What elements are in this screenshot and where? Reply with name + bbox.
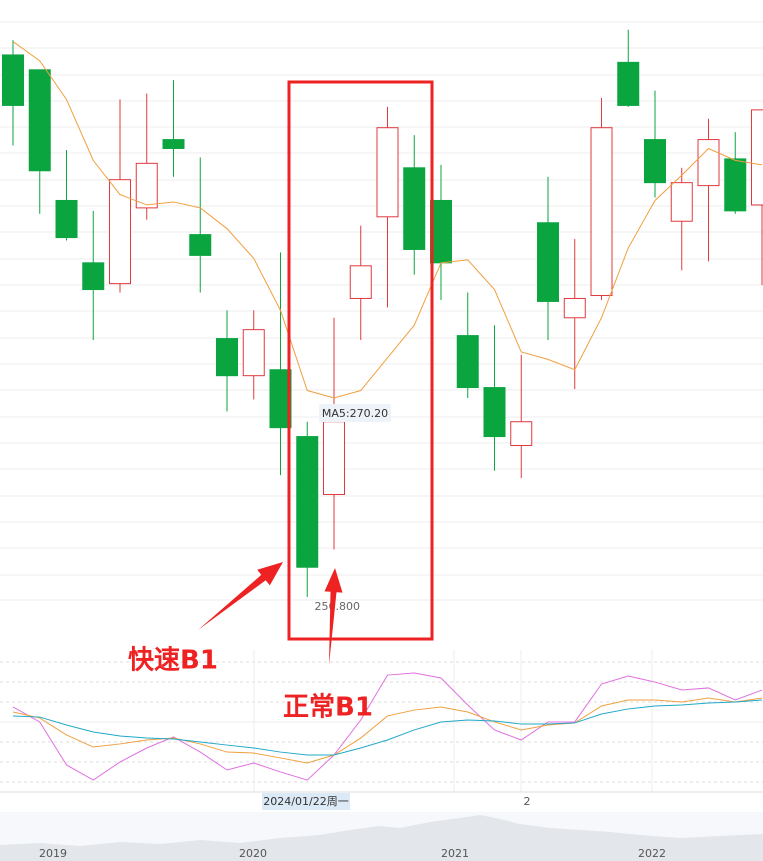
candle-body [162, 139, 185, 149]
x-axis-label: 2024/01/22周一 [263, 795, 348, 808]
navigator-label: 2021 [441, 847, 469, 860]
candle-body [617, 61, 640, 106]
candle-body [135, 162, 158, 209]
navigator-label: 2022 [638, 847, 666, 860]
candle-body [242, 329, 265, 377]
highlight-box [287, 80, 434, 641]
candle-body [55, 199, 78, 239]
candle-body [109, 179, 131, 285]
crosshair-label-bg [262, 793, 350, 810]
candle-body [189, 234, 212, 256]
candle-body [697, 139, 720, 187]
candle-body [563, 297, 586, 319]
arrow [198, 562, 283, 630]
candle-body [537, 222, 559, 302]
indicator-line [12, 699, 763, 756]
candle-body [510, 421, 533, 446]
candle-body [456, 335, 479, 389]
annotation-text: 快速B1 [128, 646, 218, 676]
navigator-area [0, 815, 763, 861]
x-axis-label: 2 [524, 795, 531, 808]
candle-body [590, 127, 613, 296]
candle-body [296, 436, 319, 568]
candle-body [2, 54, 24, 106]
candle-body [670, 182, 693, 222]
annotation-text: 正常B1 [283, 693, 373, 723]
candle-body [269, 369, 292, 429]
candle-body [216, 338, 238, 377]
navigator-label: 2019 [39, 847, 67, 860]
plot-area: 256.800 MA5:270.20 [2, 29, 763, 781]
candle-body [376, 127, 399, 218]
ma-line [12, 41, 763, 399]
tooltip: MA5:270.20 [322, 407, 388, 420]
candle-body [403, 167, 426, 250]
candle-body [483, 387, 506, 438]
low-label: 256.800 [315, 600, 361, 613]
candle-body [644, 139, 666, 184]
indicator-line [12, 672, 763, 781]
candle-body [349, 265, 372, 299]
navigator-label: 2020 [239, 847, 267, 860]
candle-body [430, 199, 452, 264]
candle-body [323, 421, 345, 495]
candle-body [751, 109, 763, 206]
candle-body [28, 69, 51, 172]
candle-body [724, 158, 747, 212]
arrow [324, 568, 343, 665]
grid [0, 21, 763, 793]
indicator-line [12, 697, 763, 764]
candle-body [82, 262, 105, 291]
tooltip-bg [319, 404, 391, 422]
annotations: 快速B1 正常B1 [128, 80, 434, 723]
